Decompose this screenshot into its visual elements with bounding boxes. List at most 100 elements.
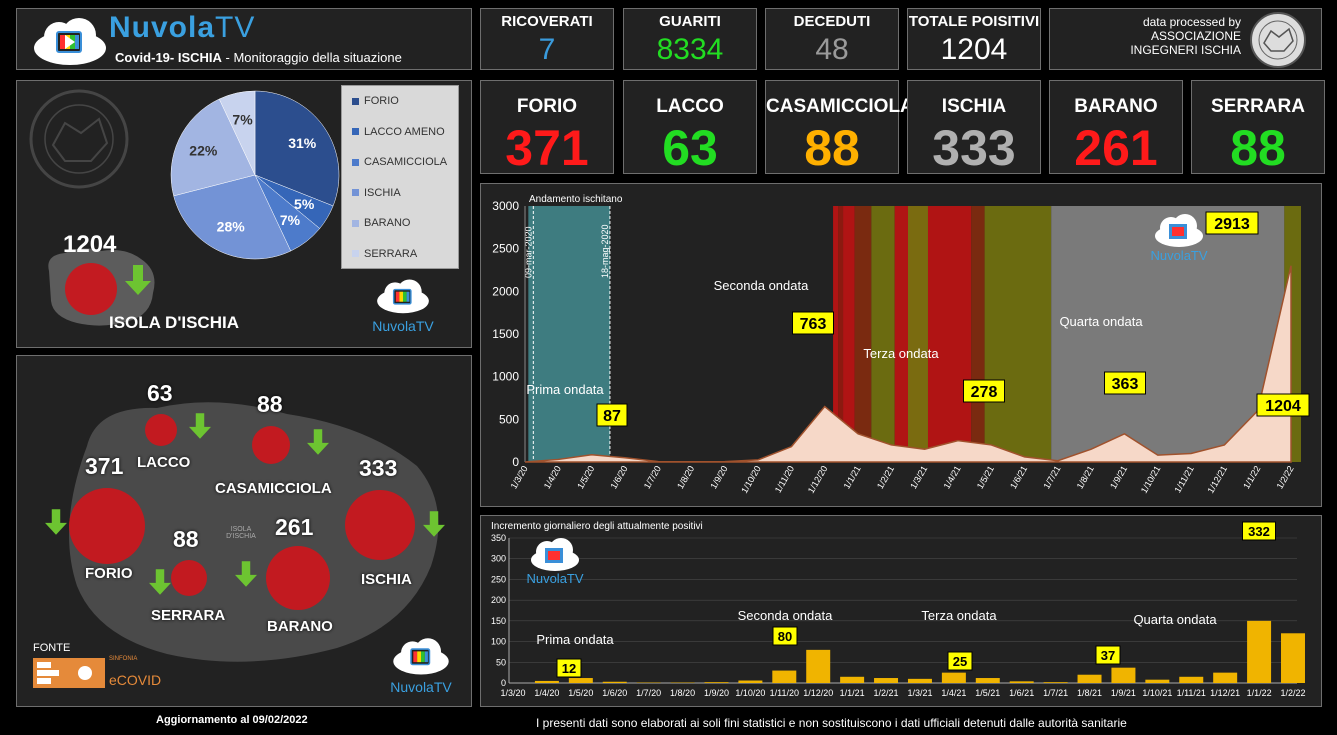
- wave-annotation: Prima ondata: [536, 632, 614, 647]
- lacco-num: 63: [147, 380, 173, 406]
- wave-band: [854, 206, 872, 462]
- y-tick-label: 1000: [492, 370, 519, 384]
- update-date: Aggiornamento al 09/02/2022: [156, 714, 308, 726]
- pie-slice-label: 7%: [232, 111, 253, 127]
- area-series: [524, 265, 1292, 463]
- daily-bar: [738, 680, 763, 683]
- svg-text:332: 332: [1248, 524, 1270, 539]
- wave-band: [984, 206, 1052, 462]
- daily-bar: [704, 682, 729, 683]
- cloud-tv-icon: [393, 638, 449, 675]
- peak-label: 763: [792, 311, 834, 335]
- daily-bar: [1213, 672, 1238, 683]
- x-tick-label: 1/10/21: [1139, 464, 1163, 495]
- town-label: ISCHIA: [941, 96, 1007, 117]
- x-tick-label: 1/5/21: [975, 688, 1000, 698]
- x-tick-label: 1/5/20: [575, 464, 596, 491]
- legend-swatch: [352, 189, 359, 197]
- x-tick-label: 1/11/21: [1172, 464, 1195, 494]
- pie-slice-label: 22%: [189, 143, 218, 159]
- peak-label: 363: [1104, 371, 1146, 395]
- nuvola-logo-small: NuvolaTV: [381, 636, 461, 695]
- fonte-label: FONTE: [33, 642, 71, 654]
- pie-legend-item: LACCO AMENO: [342, 117, 458, 148]
- x-tick-label: 1/3/20: [500, 688, 525, 698]
- nuvola-logo-icon: NuvolaTV: [1150, 214, 1208, 263]
- stat-label: TOTALE POISITIVI: [908, 13, 1040, 30]
- x-tick-label: 1/4/20: [534, 688, 559, 698]
- nuvola-logo-icon: NuvolaTV: [526, 538, 584, 586]
- forio-label: FORIO: [85, 565, 133, 582]
- cloud-tv-icon: [377, 279, 429, 314]
- town-value: 371: [505, 120, 589, 176]
- barano-label: BARANO: [267, 618, 333, 635]
- association-seal-icon: [1250, 12, 1306, 68]
- y-tick-label: 3000: [492, 199, 519, 213]
- town-card-ischia: ISCHIA 333: [907, 80, 1041, 176]
- pie-panel: 31% 5% 7% 28% 22% 7% FORIO LACCO AMENO CASAMICC…: [16, 80, 472, 348]
- wave-band: [843, 206, 855, 462]
- wave-band: [871, 206, 895, 462]
- town-card-barano: BARANO 261: [1049, 80, 1183, 176]
- x-tick-label: 1/1/21: [842, 464, 863, 491]
- y-tick-label: 200: [491, 595, 506, 605]
- legend-swatch: [352, 219, 359, 227]
- pie-slice-label: 5%: [294, 196, 315, 212]
- town-value: 261: [1074, 120, 1158, 176]
- legend-label: BARANO: [364, 217, 411, 230]
- peak-label: 12: [556, 658, 582, 678]
- pie-legend: FORIO LACCO AMENO CASAMICCIOLA ISCHIA BARANO…: [341, 85, 459, 269]
- association-watermark-icon: [29, 89, 129, 189]
- town-value: 88: [1230, 120, 1286, 176]
- town-value: 63: [662, 120, 718, 176]
- svg-text:NuvolaTV: NuvolaTV: [526, 571, 583, 586]
- x-tick-label: 1/1/22: [1247, 688, 1272, 698]
- pie-legend-item: FORIO: [342, 86, 458, 117]
- svg-text:763: 763: [800, 316, 827, 333]
- town-card-casamicciola: CASAMICCIOLA 88: [765, 80, 914, 176]
- serrara-num: 88: [173, 526, 199, 552]
- x-tick-label: 1/12/20: [803, 688, 833, 698]
- map-panel: ISOLA D'ISCHIA 63 LACCO 88 CASAMICCIOLA …: [16, 355, 472, 707]
- x-tick-label: 1/2/21: [875, 464, 896, 491]
- peak-label: 25: [947, 651, 973, 671]
- stat-card-deceduti: DECEDUTI 48: [765, 8, 899, 70]
- x-tick-label: 1/10/20: [735, 688, 765, 698]
- trend-chart-panel: 09-mar-2020 18-mag-2020 0 500 1000 1500 2000 25…: [480, 183, 1322, 507]
- x-tick-label: 1/1/21: [840, 688, 865, 698]
- x-tick-label: 1/4/20: [542, 464, 563, 491]
- casamicciola-label: CASAMICCIOLA: [215, 480, 332, 497]
- svg-text:80: 80: [778, 629, 792, 644]
- daily-bar: [1043, 682, 1068, 683]
- pie-slice: [170, 98, 256, 197]
- x-tick-label: 1/7/20: [636, 688, 661, 698]
- svg-text:1204: 1204: [1265, 398, 1301, 415]
- island-caption: ISOLA D'ISCHIA: [109, 313, 239, 332]
- stat-value: 1204: [940, 33, 1008, 66]
- wave-annotation: Seconda ondata: [714, 278, 809, 293]
- ischia-circle: [345, 490, 415, 560]
- x-tick-label: 1/1/22: [1241, 464, 1262, 491]
- processed-by-panel: data processed by ASSOCIAZIONE INGEGNERI…: [1049, 8, 1322, 70]
- y-tick-label: 300: [491, 554, 506, 564]
- x-tick-label: 1/7/21: [1041, 464, 1062, 491]
- legend-label: SERRARA: [364, 247, 418, 260]
- x-tick-label: 1/3/21: [907, 688, 932, 698]
- lacco-label: LACCO: [137, 454, 191, 471]
- wave-band: [908, 206, 928, 462]
- stat-card-ricoverati: RICOVERATI 7: [480, 8, 614, 70]
- daily-bar: [534, 680, 559, 683]
- daily-bar: [1247, 620, 1272, 683]
- peak-label: 80: [772, 626, 798, 646]
- daily-bar: [772, 670, 797, 683]
- x-tick-label: 1/10/20: [739, 464, 763, 495]
- processed-line1: data processed by: [1142, 15, 1241, 29]
- daily-bar: [1145, 679, 1170, 683]
- pie-slice: [218, 90, 256, 176]
- x-tick-label: 1/12/21: [1210, 688, 1240, 698]
- island-total-circle: [65, 263, 117, 315]
- island-total-num: 1204: [63, 231, 117, 258]
- x-tick-label: 1/11/20: [773, 464, 796, 494]
- chart-title: Incremento giornaliero degli attualmente…: [491, 521, 703, 532]
- map-isola-caption: ISOLA D'ISCHIA: [226, 526, 256, 540]
